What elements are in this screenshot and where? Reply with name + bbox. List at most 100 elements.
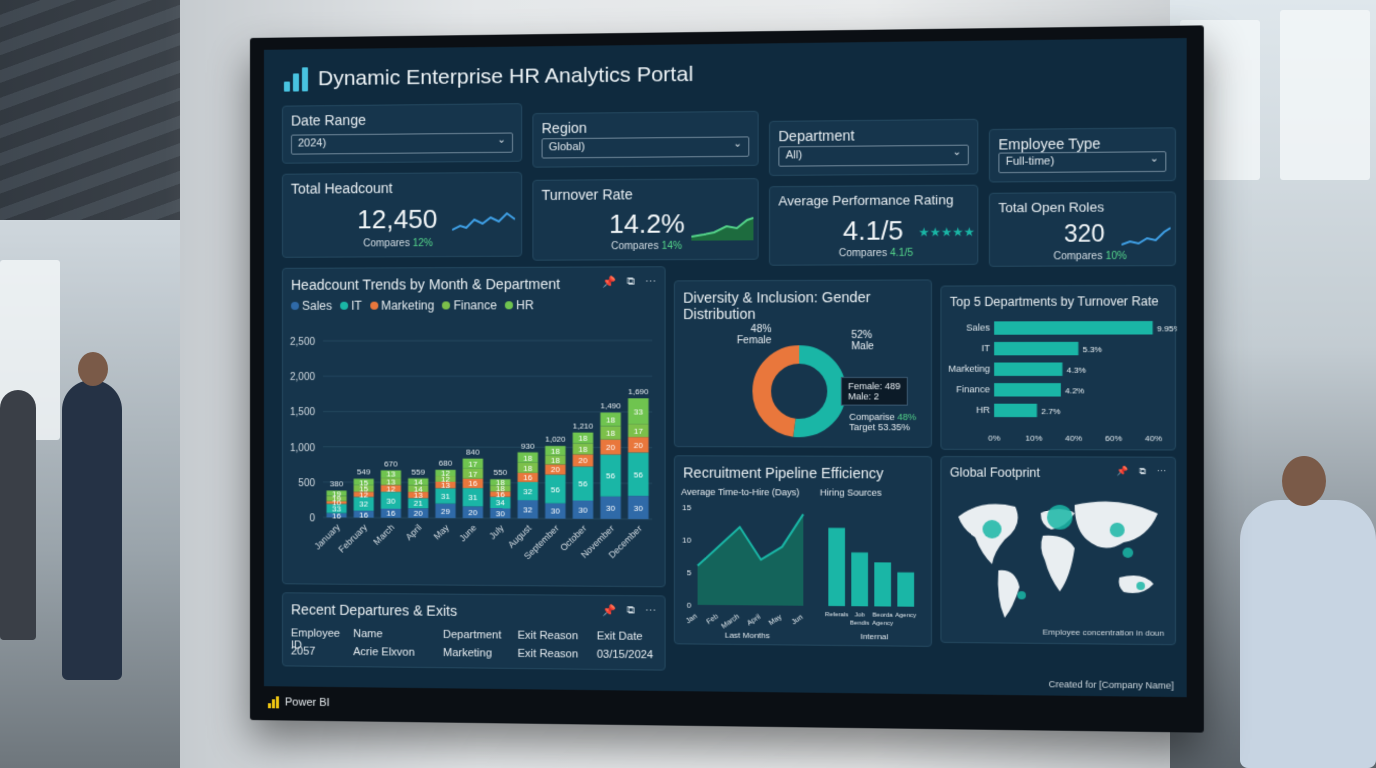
x-tick-label: Job xyxy=(855,612,866,618)
bar-segment-label: 31 xyxy=(468,493,478,502)
kpi-label: Average Performance Rating xyxy=(778,192,953,209)
legend-label: Marketing xyxy=(381,298,434,312)
pin-icon[interactable]: 📌 xyxy=(1117,466,1129,477)
kpi-turnover-rate[interactable]: Turnover Rate 14.2% Compares 14% xyxy=(532,178,758,261)
female-pct: 48% xyxy=(737,324,772,335)
bar-segment-label: 18 xyxy=(551,456,561,465)
cell-department: Marketing xyxy=(443,647,518,660)
headcount-trends-panel[interactable]: Headcount Trends by Month & Department 📌… xyxy=(282,266,666,587)
employee-type-dropdown[interactable]: Full-time) ⌄ xyxy=(998,151,1166,173)
bar-total-label: 680 xyxy=(439,459,453,468)
map-bubble xyxy=(1123,548,1134,558)
bar-segment-label: 14 xyxy=(414,478,424,487)
person-head xyxy=(78,352,108,386)
expand-icon[interactable]: ⧉ xyxy=(627,275,635,288)
legend-marketing[interactable]: Marketing xyxy=(370,298,434,312)
bar-segment-label: 13 xyxy=(386,470,396,479)
time-to-hire-area xyxy=(698,514,804,606)
x-tick-label: 0% xyxy=(988,434,1000,443)
y-tick-label: 1,500 xyxy=(290,407,315,418)
legend-label: HR xyxy=(516,298,534,312)
table-row[interactable]: 2057 Acrie Elxvon Marketing Exit Reason … xyxy=(291,645,656,661)
bar-total-label: 1,020 xyxy=(545,435,566,444)
legend-hr[interactable]: HR xyxy=(505,298,534,312)
x-tick-label: May xyxy=(768,613,784,627)
bar-segment-label: 56 xyxy=(551,485,561,494)
bar-segment-label: 32 xyxy=(523,505,533,514)
chevron-down-icon: ⌄ xyxy=(733,138,742,149)
x-tick-label: June xyxy=(457,523,478,544)
bar-segment-label: 30 xyxy=(578,506,588,515)
legend-sales[interactable]: Sales xyxy=(291,299,332,313)
x-tick-label: 60% xyxy=(1105,434,1122,443)
slicer-label: Date Range xyxy=(291,112,366,129)
x-tick-label: March xyxy=(720,613,741,630)
y-tick-label: 2,500 xyxy=(290,337,315,348)
map-australia xyxy=(1119,575,1154,593)
bar-segment-label: 18 xyxy=(496,478,506,487)
more-icon[interactable]: ⋯ xyxy=(645,275,656,288)
map-bubble xyxy=(983,520,1002,539)
expand-icon[interactable]: ⧉ xyxy=(627,604,635,617)
slicer-date-range[interactable]: Date Range 2024) ⌄ xyxy=(282,103,522,164)
bar-segment-label: 31 xyxy=(441,492,451,501)
slicer-employee-type[interactable]: Employee Type Full-time) ⌄ xyxy=(989,127,1176,182)
donut-tooltip: Female: 489 Male: 2 xyxy=(841,377,908,406)
recent-departures-panel[interactable]: Recent Departures & Exits 📌 ⧉ ⋯ Employee I… xyxy=(282,592,666,670)
pin-icon[interactable]: 📌 xyxy=(602,604,616,617)
kpi-value: 320 xyxy=(1064,220,1105,248)
bar-total-label: 1,210 xyxy=(573,421,594,430)
kpi-value: 12,450 xyxy=(357,204,437,236)
compare-value: 10% xyxy=(1105,251,1126,262)
bar-segment-label: 16 xyxy=(523,473,533,482)
department-dropdown[interactable]: All) ⌄ xyxy=(778,145,968,167)
bar-segment-label: 18 xyxy=(606,415,616,424)
kpi-total-headcount[interactable]: Total Headcount 12,450 Compares 12% xyxy=(282,172,522,258)
cell-employee-id: 2057 xyxy=(291,645,353,658)
headcount-stacked-bar-chart: 2,5002,0001,5001,0005000 1633101919380Jan… xyxy=(283,316,667,586)
bar-segment-label: 30 xyxy=(551,507,561,516)
diversity-panel[interactable]: Diversity & Inclusion: Gender Distributi… xyxy=(674,279,932,447)
comparison-note: Comparise 48% Target 53.35% xyxy=(849,412,916,433)
bar-total-label: 1,690 xyxy=(628,387,649,396)
slicer-department[interactable]: Department All) ⌄ xyxy=(769,119,978,176)
world-map xyxy=(950,488,1169,624)
male-label: 52% Male xyxy=(851,330,874,353)
bar-segment-label: 17 xyxy=(634,426,644,435)
global-footprint-panel[interactable]: Global Footprint 📌 ⧉ ⋯ Employee concentrat… xyxy=(940,456,1176,645)
compare-label: Compares xyxy=(839,248,887,259)
recruitment-pipeline-panel[interactable]: Recruitment Pipeline Efficiency Average … xyxy=(674,455,932,647)
expand-icon[interactable]: ⧉ xyxy=(1139,466,1146,477)
legend-it[interactable]: IT xyxy=(340,299,362,313)
dropdown-value: Global) xyxy=(549,141,585,153)
kpi-average-performance[interactable]: Average Performance Rating 4.1/5 ★★★★★ C… xyxy=(769,185,978,266)
chevron-down-icon: ⌄ xyxy=(497,135,506,146)
slicer-region[interactable]: Region Global) ⌄ xyxy=(532,111,758,168)
slicer-label: Employee Type xyxy=(998,135,1100,152)
x-tick-label: Agency xyxy=(872,621,893,627)
compare-label: Comparise xyxy=(849,412,895,422)
pin-icon[interactable]: 📌 xyxy=(602,276,616,289)
region-dropdown[interactable]: Global) ⌄ xyxy=(542,136,750,158)
target-label: Target xyxy=(849,422,875,432)
x-tick-label: Jan xyxy=(685,613,699,625)
tv-monitor: Dynamic Enterprise HR Analytics Portal D… xyxy=(250,25,1204,732)
power-bi-branding: Power BI xyxy=(268,696,330,709)
person-at-desk xyxy=(1240,500,1376,768)
panel-title: Diversity & Inclusion: Gender Distributi… xyxy=(683,289,931,322)
legend-finance[interactable]: Finance xyxy=(442,298,496,312)
bar-segment-label: 16 xyxy=(359,510,369,519)
map-bubble xyxy=(1017,591,1025,599)
more-icon[interactable]: ⋯ xyxy=(645,604,656,617)
bar-segment-label: 20 xyxy=(578,456,588,465)
y-tick-label: 0 xyxy=(687,601,692,610)
kpi-total-open-roles[interactable]: Total Open Roles 320 Compares 10% xyxy=(989,191,1176,266)
date-range-dropdown[interactable]: 2024) ⌄ xyxy=(291,133,513,155)
bar-segment-label: 18 xyxy=(606,429,616,438)
x-tick-label: Referals xyxy=(825,612,848,618)
hiring-sources-title: Hiring Sources xyxy=(820,487,882,497)
x-tick-label: May xyxy=(432,522,452,542)
turnover-departments-panel[interactable]: Top 5 Departments by Turnover Rate Sales… xyxy=(940,285,1176,451)
x-axis-label: Internal xyxy=(860,632,888,642)
more-icon[interactable]: ⋯ xyxy=(1157,466,1167,477)
